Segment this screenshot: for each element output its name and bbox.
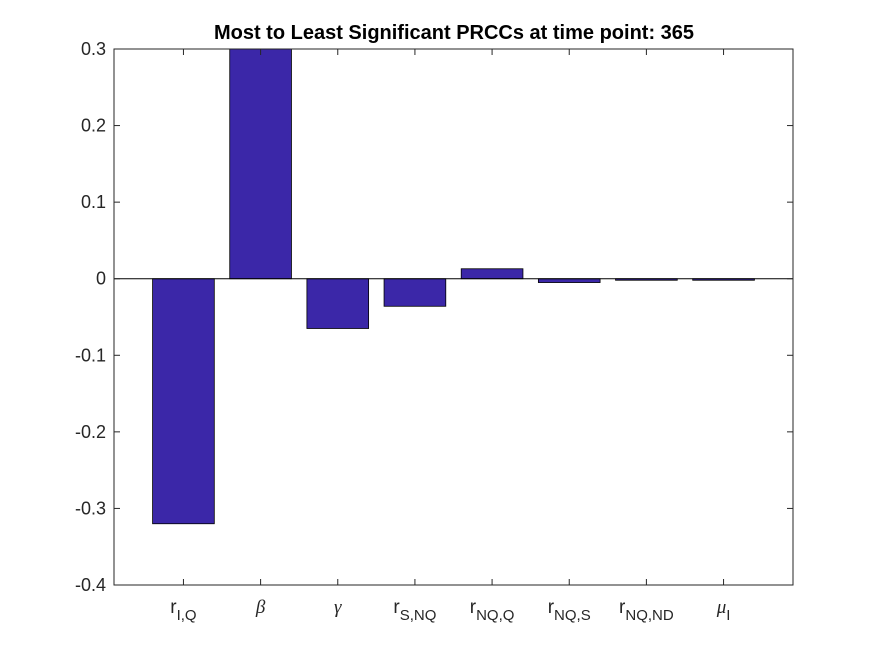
x-tick-label-sub-0: I,Q — [177, 607, 197, 624]
x-tick-label-6: rNQ,ND — [619, 597, 674, 624]
x-tick-label-2: γ — [334, 597, 342, 618]
x-tick-label-base-0: r — [170, 597, 177, 618]
x-tick-label-3: rS,NQ — [393, 597, 436, 624]
x-tick-label-4: rNQ,Q — [470, 597, 515, 624]
x-tick-label-base-3: r — [393, 597, 400, 618]
axes-box — [113, 48, 794, 586]
bar-3 — [383, 278, 447, 307]
x-tick-label-sub-4: NQ,Q — [476, 607, 514, 624]
bars-group — [152, 48, 755, 525]
y-axis-ticks: 0.3 0.2 0.1 0 -0.1 -0.2 -0.3 -0.4 — [75, 39, 793, 595]
x-tick-label-base-7: μ — [716, 597, 727, 618]
bar-5 — [537, 278, 601, 283]
x-tick-label-base-2: γ — [334, 597, 342, 618]
x-tick-label-base-4: r — [470, 597, 477, 618]
bar-2 — [306, 278, 370, 329]
x-tick-label-base-5: r — [548, 597, 555, 618]
x-axis-ticks: rI,Q β γ rS,NQ rNQ,Q rNQ,S rNQ,ND μI — [170, 49, 730, 624]
x-tick-label-base-1: β — [255, 597, 266, 618]
chart-title: Most to Least Significant PRCCs at time … — [214, 22, 694, 44]
y-tick-label-0: 0.3 — [81, 39, 106, 59]
x-tick-label-0: rI,Q — [170, 597, 196, 624]
y-tick-label-1: 0.2 — [81, 116, 106, 136]
bar-0 — [152, 278, 215, 525]
y-tick-label-3: 0 — [96, 269, 106, 289]
y-tick-label-5: -0.2 — [75, 422, 106, 442]
y-tick-label-6: -0.3 — [75, 498, 106, 518]
y-tick-label-2: 0.1 — [81, 192, 106, 212]
x-tick-label-7: μI — [716, 597, 731, 624]
y-tick-label-4: -0.1 — [75, 345, 106, 365]
x-tick-label-sub-6: NQ,ND — [625, 607, 674, 624]
x-tick-label-base-6: r — [619, 597, 626, 618]
x-tick-label-1: β — [255, 597, 266, 618]
y-tick-label-7: -0.4 — [75, 575, 106, 595]
x-tick-label-sub-3: S,NQ — [400, 607, 437, 624]
x-tick-label-sub-7: I — [726, 607, 730, 624]
bar-1 — [229, 48, 292, 280]
bar-4 — [460, 268, 524, 280]
x-tick-label-sub-5: NQ,S — [554, 607, 591, 624]
x-tick-label-5: rNQ,S — [548, 597, 591, 624]
